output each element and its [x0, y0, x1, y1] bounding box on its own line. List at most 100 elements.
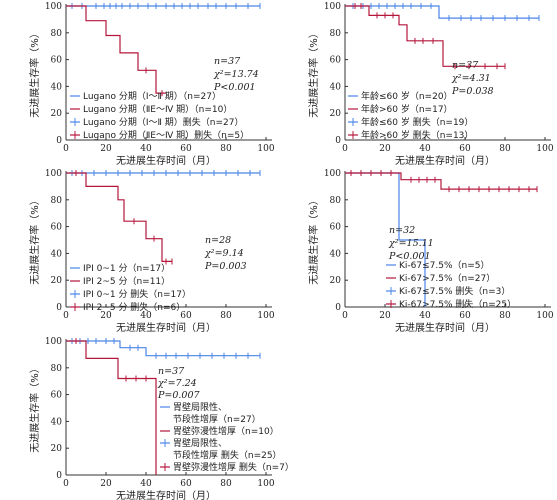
y-tick-label: 100	[45, 169, 62, 179]
x-tick-label: 80	[499, 311, 511, 321]
y-axis-title: 无进展生存率（%）	[28, 195, 41, 285]
legend-label: 节段性增厚（n=27）	[173, 413, 261, 425]
x-tick-label: 40	[419, 144, 431, 154]
y-tick-label: 80	[330, 196, 342, 206]
legend-label: Lugano 分期（ⅡE～Ⅳ 期）（n=10）	[83, 104, 232, 115]
x-tick-label: 100	[257, 479, 274, 489]
y-tick-label: 60	[330, 56, 342, 66]
x-tick-label: 80	[220, 311, 232, 321]
y-tick-label: 20	[51, 109, 63, 119]
y-tick-label: 100	[324, 2, 341, 12]
stat-text: n=37	[452, 60, 479, 71]
x-tick-label: 40	[140, 144, 152, 154]
x-tick-label: 80	[499, 144, 511, 154]
y-tick-label: 20	[51, 276, 63, 286]
x-axis-title: 无进展生存时间（月）	[395, 154, 495, 167]
legend-label: IPI 2~5 分 删失（n=6）	[83, 301, 185, 313]
stat-text: n=37	[158, 366, 185, 377]
km-curve-series-2	[345, 5, 505, 67]
x-tick-label: 60	[459, 311, 471, 321]
km-curve-series-2	[345, 172, 537, 190]
x-tick-label: 60	[459, 144, 471, 154]
km-panel-4: 0 20 40 60 80 100 0 20 40 60 80 100 无进展生存时间（月） 无进展生存率…	[307, 169, 554, 334]
x-tick-label: 20	[379, 144, 391, 154]
y-tick-label: 40	[51, 82, 63, 92]
x-axis-title: 无进展生存时间（月）	[116, 489, 216, 500]
legend-label: Ki-67>7.5% 删失（n=25）	[399, 298, 516, 310]
x-tick-label: 20	[100, 311, 112, 321]
x-tick-label: 0	[63, 311, 69, 321]
y-tick-label: 0	[56, 471, 62, 481]
x-tick-label: 20	[100, 144, 112, 154]
legend-label: 胃壁局限性、	[173, 401, 227, 413]
y-tick-label: 100	[324, 169, 341, 179]
km-panel-3: 0 20 40 60 80 100 0 20 40 60 80 100 无进展生存时间（月） 无进展生存率…	[28, 169, 275, 334]
y-tick-label: 80	[51, 29, 63, 39]
stat-text: n=37	[214, 56, 241, 67]
y-tick-label: 0	[335, 136, 341, 146]
stat-text: χ²=15.11	[388, 238, 434, 249]
x-tick-label: 100	[536, 144, 553, 154]
y-axis-title: 无进展生存率（%）	[307, 28, 320, 118]
legend-label: IPI 0~1 分 删失（n=17）	[83, 288, 191, 300]
y-axis-title: 无进展生存率（%）	[307, 195, 320, 285]
legend-label: IPI 0~1 分（n=17）	[83, 263, 170, 274]
x-tick-label: 100	[257, 144, 274, 154]
y-tick-label: 60	[330, 223, 342, 233]
y-tick-label: 60	[51, 223, 63, 233]
y-tick-label: 0	[56, 303, 62, 313]
y-tick-label: 100	[45, 337, 62, 347]
legend-label: Ki-67≤7.5%（n=5）	[399, 260, 489, 271]
stat-text: P<0.001	[213, 82, 256, 93]
stat-text: χ²=9.14	[204, 248, 244, 259]
km-curve-series-1	[345, 5, 539, 19]
stat-text: χ²=7.24	[157, 378, 197, 389]
km-panel-2: 0 20 40 60 80 100 0 20 40 60 80 100 无进展生存时间（月） 无进展生存率…	[307, 2, 554, 167]
legend-label: 节段性增厚 删失（n=25）	[173, 449, 282, 461]
x-tick-label: 60	[180, 144, 192, 154]
y-tick-label: 40	[330, 249, 342, 259]
km-panel-5: 0 20 40 60 80 100 0 20 40 60 80 100 无进展生存时间（月） 无进展生存率…	[28, 337, 294, 500]
x-tick-label: 0	[342, 144, 348, 154]
x-tick-label: 0	[63, 479, 69, 489]
stat-text: χ²=4.31	[451, 73, 491, 84]
y-tick-label: 100	[45, 2, 62, 12]
legend-label: 年龄>60 岁（n=17）	[361, 103, 453, 115]
y-tick-label: 40	[51, 417, 63, 427]
stat-text: n=28	[205, 235, 231, 246]
y-tick-label: 80	[330, 29, 342, 39]
x-tick-label: 100	[536, 311, 553, 321]
x-tick-label: 60	[180, 479, 192, 489]
km-panel-1: 0 20 40 60 80 100 0 20 40 60 80 100 无进展生存时间（月） 无进展生存率…	[28, 2, 275, 167]
y-tick-label: 20	[330, 276, 342, 286]
y-axis-title: 无进展生存率（%）	[28, 28, 41, 118]
legend-label: 胃壁局限性、	[173, 437, 227, 449]
x-tick-label: 80	[220, 479, 232, 489]
y-tick-label: 20	[330, 109, 342, 119]
legend-label: Lugano 分期（Ⅰ～Ⅱ 期）删失（n=27）	[83, 116, 244, 128]
legend-label: 胃壁弥漫性增厚 删失（n=7）	[173, 461, 294, 473]
legend-label: Ki-67>7.5%（n=27）	[399, 273, 495, 284]
x-tick-label: 0	[342, 311, 348, 321]
y-tick-label: 60	[51, 56, 63, 66]
legend-label: Ki-67≤7.5% 删失（n=3）	[399, 285, 510, 297]
legend-label: Lugano 分期（ⅡE～Ⅳ 期）删失（n=5）	[83, 129, 249, 141]
x-tick-label: 60	[180, 311, 192, 321]
km-curve-series-1	[66, 340, 260, 357]
x-tick-label: 40	[419, 311, 431, 321]
stat-text: P=0.003	[204, 261, 247, 272]
y-tick-label: 0	[56, 136, 62, 146]
km-curve-series-2	[66, 340, 157, 475]
stat-text: P<0.001	[388, 251, 431, 262]
x-tick-label: 80	[220, 144, 232, 154]
stat-text: n=32	[389, 225, 415, 236]
legend-label: 年龄≤60 岁 删失（n=19）	[361, 116, 473, 128]
x-tick-label: 100	[257, 311, 274, 321]
x-tick-label: 40	[140, 479, 152, 489]
legend-label: 胃壁弥漫性增厚（n=10）	[173, 425, 279, 437]
x-axis-title: 无进展生存时间（月）	[395, 321, 495, 334]
y-tick-label: 80	[51, 364, 63, 374]
x-axis-title: 无进展生存时间（月）	[116, 154, 216, 167]
y-tick-label: 60	[51, 391, 63, 401]
y-tick-label: 80	[51, 196, 63, 206]
